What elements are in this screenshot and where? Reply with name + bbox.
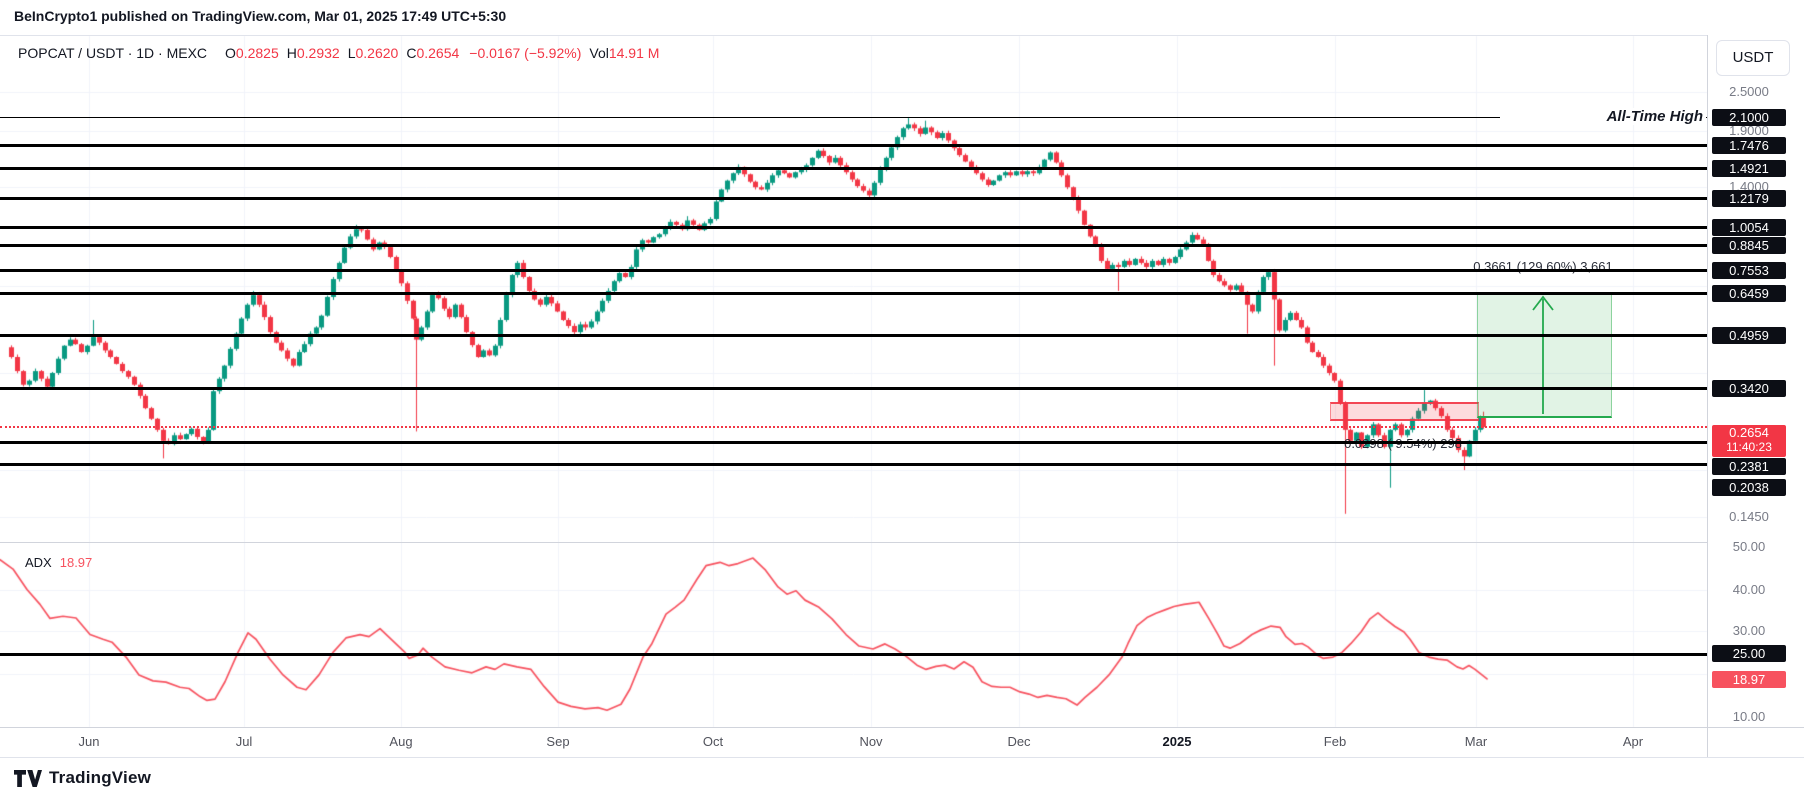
axis-tick-30.00: 30.00 [1732,623,1766,638]
level-badge-0.8845: 0.8845 [1712,237,1786,254]
tradingview-logo-icon [14,769,42,787]
axis-tick-1.9000: 1.9000 [1729,123,1769,138]
level-line-1.2179[interactable] [0,197,1707,200]
level-line-0.6459[interactable] [0,292,1707,295]
current-price-dotted-line [0,426,1707,428]
bar-countdown: 11:40:23 [1726,440,1772,454]
axis-tick-0.1450: 0.1450 [1729,509,1769,524]
tradingview-brand-text[interactable]: TradingView [49,768,152,787]
axis-tick-2.5000: 2.5000 [1729,84,1769,99]
close-value: 0.2654 [416,45,460,61]
time-label-2025[interactable]: 2025 [1162,734,1192,749]
low-value: 0.2620 [355,45,399,61]
chart-top-border [0,35,1804,36]
adx-threshold-badge: 25.00 [1712,645,1786,662]
level-badge-0.6459: 0.6459 [1712,285,1786,302]
projection-target-box[interactable] [1477,293,1612,418]
time-label-Oct[interactable]: Oct [702,734,724,749]
level-line-2.1000[interactable] [0,117,1707,118]
adx-indicator-legend[interactable]: ADX 18.97 [25,555,92,570]
level-line-0.7553[interactable] [0,269,1707,272]
axis-tick-10.00: 10.00 [1732,709,1766,724]
low-label: L [347,45,356,61]
level-badge-1.4921: 1.4921 [1712,160,1786,177]
level-badge-2.1000: 2.1000 [1712,109,1786,126]
level-badge-0.2038: 0.2038 [1712,479,1786,496]
resistance-zone-rectangle[interactable] [1330,402,1479,421]
level-line-0.2038[interactable] [0,463,1707,466]
high-value: 0.2932 [296,45,340,61]
adx-value-badge: 18.97 [1712,670,1786,688]
level-line-1.0054[interactable] [0,226,1707,229]
time-label-Jun[interactable]: Jun [78,734,100,749]
level-badge-0.4959: 0.4959 [1712,327,1786,344]
time-label-Dec[interactable]: Dec [1007,734,1031,749]
time-label-Nov[interactable]: Nov [859,734,883,749]
level-line-1.4921[interactable] [0,167,1707,170]
time-label-Feb[interactable]: Feb [1323,734,1347,749]
time-label-Apr[interactable]: Apr [1622,734,1644,749]
publish-attribution-title: BeInCrypto1 published on TradingView.com… [14,8,507,24]
current-price-badge: 0.2654 11:40:23 [1712,425,1786,457]
adx-label: ADX [25,555,52,570]
level-line-0.3420[interactable] [0,387,1707,390]
change-value: −0.0167 (−5.92%) [469,45,582,61]
time-label-Aug[interactable]: Aug [389,734,413,749]
volume-label: Vol [589,45,609,61]
adx-threshold-line[interactable] [0,653,1707,656]
currency-toggle-button[interactable]: USDT [1716,40,1790,76]
axis-tick-40.00: 40.00 [1732,582,1766,597]
high-label: H [286,45,297,61]
all-time-high-annotation[interactable]: All-Time High [1500,108,1706,125]
close-label: C [406,45,417,61]
symbol-title[interactable]: POPCAT / USDT · 1D · MEXC [18,45,208,61]
adx-value: 18.97 [59,555,93,570]
symbol-legend[interactable]: POPCAT / USDT · 1D · MEXC O0.2825 H0.2932 L… [18,45,659,61]
open-label: O [225,45,236,61]
axis-tick-50.00: 50.00 [1732,539,1766,554]
time-axis-top-border [0,727,1804,728]
tradingview-footer[interactable]: TradingView [14,768,151,788]
level-badge-0.7553: 0.7553 [1712,262,1786,279]
volume-value: 14.91 M [608,45,660,61]
current-price-value: 0.2654 [1729,425,1769,440]
level-badge-1.7476: 1.7476 [1712,137,1786,154]
panel-separator[interactable] [0,542,1707,543]
level-badge-1.0054: 1.0054 [1712,219,1786,236]
level-badge-0.3420: 0.3420 [1712,380,1786,397]
time-label-Sep[interactable]: Sep [546,734,570,749]
level-line-0.8845[interactable] [0,244,1707,247]
open-value: 0.2825 [235,45,279,61]
level-line-0.4959[interactable] [0,334,1707,337]
time-label-Mar[interactable]: Mar [1464,734,1488,749]
level-badge-0.2381: 0.2381 [1712,458,1786,475]
time-label-Jul[interactable]: Jul [235,734,253,749]
level-badge-1.2179: 1.2179 [1712,190,1786,207]
projection-up-arrow-icon [1532,295,1554,414]
level-line-0.2381[interactable] [0,441,1707,444]
time-axis-bottom-border [0,757,1804,758]
level-line-1.7476[interactable] [0,144,1707,147]
